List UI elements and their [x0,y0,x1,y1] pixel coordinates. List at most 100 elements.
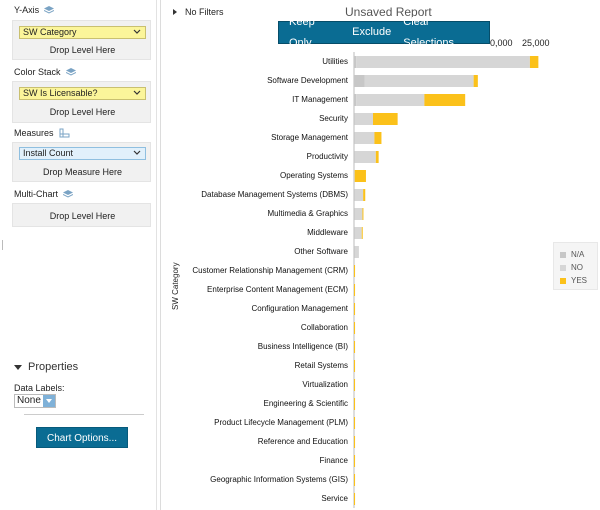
color-stack-dropzone[interactable]: SW Is Licensable? Drop Level Here [12,81,151,123]
legend-swatch [560,277,566,284]
bar-segment[interactable] [354,189,364,201]
bar-segment[interactable] [354,265,356,277]
category-label[interactable]: Geographic Information Systems (GIS) [210,475,348,484]
category-label[interactable]: Multimedia & Graphics [267,209,348,218]
bar-segment[interactable] [354,303,356,315]
category-label[interactable]: Business Intelligence (BI) [257,342,348,351]
bar-segment[interactable] [354,132,375,144]
bar-segment[interactable] [354,398,356,410]
report-title: Unsaved Report [345,5,432,19]
properties-toggle[interactable]: Properties [14,361,78,373]
bar-segment[interactable] [354,474,356,486]
category-label[interactable]: Enterprise Content Management (ECM) [207,285,348,294]
field-panel: Y-Axis SW Category Drop Level Here Color… [0,0,157,510]
bar-segment[interactable] [354,189,355,201]
bar-segment[interactable] [354,132,355,144]
category-label[interactable]: Service [321,494,348,503]
category-label[interactable]: Storage Management [271,133,348,142]
bar-segment[interactable] [364,75,474,87]
category-label[interactable]: Collaboration [300,323,348,332]
bar-segment[interactable] [529,56,539,68]
bar-segment[interactable] [354,379,356,391]
bar-segment[interactable] [354,113,355,125]
bar-segment[interactable] [354,208,363,220]
bar-segment[interactable] [354,170,355,182]
category-label[interactable]: Retail Systems [294,361,348,370]
measures-drop-text: Drop Measure Here [42,167,123,177]
chart-legend: N/A NO YES [553,242,598,290]
category-label[interactable]: Productivity [306,152,348,161]
bar-segment[interactable] [354,284,356,296]
bar-segment[interactable] [354,417,356,429]
bar-segment[interactable] [354,151,376,163]
measures-dropzone[interactable]: Install Count Drop Measure Here [12,142,151,182]
bar-segment[interactable] [354,436,356,448]
bar-segment[interactable] [354,246,355,258]
bar-segment[interactable] [354,455,356,467]
chevron-down-icon[interactable] [43,395,55,407]
color-stack-field-pill[interactable]: SW Is Licensable? [19,87,146,100]
legend-swatch [560,264,566,271]
category-label[interactable]: Customer Relationship Management (CRM) [192,266,348,275]
legend-item-yes[interactable]: YES [560,276,587,285]
bar-segment[interactable] [354,493,356,505]
multichart-dropzone[interactable]: Drop Level Here [12,203,151,227]
bar-segment[interactable] [473,75,478,87]
category-label[interactable]: Middleware [307,228,348,237]
bar-segment[interactable] [354,246,359,258]
bar-segment[interactable] [354,94,357,106]
measures-field-pill[interactable]: Install Count [19,147,146,160]
category-label[interactable]: Operating Systems [279,171,348,180]
bar-segment[interactable] [363,189,366,201]
color-stack-drop-text: Drop Level Here [49,107,116,117]
data-labels-select[interactable]: None [14,394,56,408]
filters-text: No Filters [185,7,224,17]
bar-segment[interactable] [354,227,355,239]
bar-segment[interactable] [354,75,365,87]
category-label[interactable]: Software Development [267,76,348,85]
exclude-button[interactable]: Exclude [352,26,392,38]
category-label[interactable]: Other Software [294,247,348,256]
yaxis-field-pill[interactable]: SW Category [19,26,146,39]
bar-segment[interactable] [424,94,466,106]
bar-segment[interactable] [361,227,363,239]
category-label[interactable]: Security [319,114,348,123]
yaxis-dropzone[interactable]: SW Category Drop Level Here [12,20,151,60]
legend-item-no[interactable]: NO [560,263,583,272]
bar-segment[interactable] [354,360,356,372]
bar-segment[interactable] [354,56,357,68]
bar-segment[interactable] [354,322,356,334]
bar-segment[interactable] [354,113,373,125]
category-label[interactable]: Reference and Education [257,437,348,446]
bar-segment[interactable] [356,94,425,106]
chevron-down-icon[interactable] [133,29,141,35]
category-label[interactable]: Finance [319,456,348,465]
bar-segment[interactable] [375,151,379,163]
measure-ruler-icon [59,128,70,138]
bar-segment[interactable] [354,170,366,182]
clear-selections-button[interactable]: Clear Selections [403,15,455,49]
bar-segment[interactable] [362,208,364,220]
bar-segment[interactable] [354,151,355,163]
bar-segment[interactable] [354,208,355,220]
chevron-down-icon[interactable] [133,90,141,96]
category-label[interactable]: Configuration Management [251,304,348,313]
legend-item-na[interactable]: N/A [560,250,584,259]
category-label[interactable]: IT Management [292,95,348,104]
chevron-down-icon[interactable] [133,150,141,156]
panel-resize-handle[interactable] [2,240,3,250]
chart-options-button[interactable]: Chart Options... [36,427,128,448]
category-label[interactable]: Virtualization [302,380,348,389]
bar-segment[interactable] [373,113,398,125]
bar-segment[interactable] [374,132,382,144]
bar-segment[interactable] [354,341,356,353]
category-label[interactable]: Database Management Systems (DBMS) [201,190,348,199]
keep-only-button[interactable]: Keep Only [289,15,315,49]
bar-segment[interactable] [354,227,362,239]
filters-toggle[interactable]: No Filters [173,7,224,17]
layers-icon [65,68,76,76]
category-label[interactable]: Utilities [322,57,348,66]
category-label[interactable]: Product Lifecycle Management (PLM) [214,418,348,427]
bar-segment[interactable] [356,56,530,68]
category-label[interactable]: Engineering & Scientific [263,399,349,408]
